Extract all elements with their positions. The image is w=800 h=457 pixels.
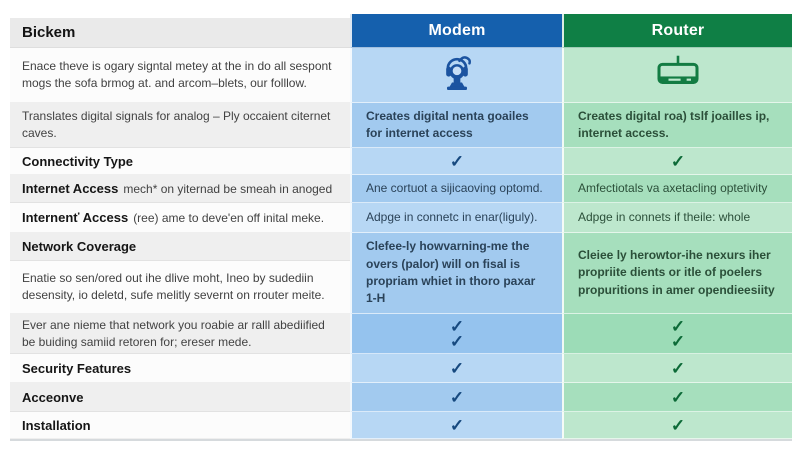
checkmark-icon: ✓ (670, 387, 686, 407)
checkmark-icon: ✓ (449, 151, 465, 171)
feature-text: Translates digital signals for analog – … (22, 109, 331, 140)
double-checkmark-icon: ✓ ✓ (449, 316, 465, 351)
feature-text: Enace theve is ogary signtal metey at th… (22, 59, 332, 90)
feature-cell: Internenť Access (ree) ame to deve'en off… (10, 203, 350, 233)
modem-cell: ✓ ✓ (350, 314, 562, 354)
feature-label: Connectivity Type (22, 153, 134, 169)
feature-label-rest: mech* on yiternad be smeah in anoged (123, 181, 333, 196)
router-device-icon-cell (562, 48, 792, 103)
router-cell: Cleiee ly herowtor-ihe nexurs iher propr… (562, 233, 792, 314)
router-cell: Amfectiotals va axetacling optetivity (562, 175, 792, 203)
feature-cell: Security Features (10, 354, 350, 383)
router-cell: Creates digital roa) tslf joailles ip, i… (562, 103, 792, 148)
table-row-connectivity-type: Connectivity Type ✓ ✓ (10, 148, 792, 175)
router-cell: Adpge in connets if theile: whole (562, 203, 792, 233)
router-column-title: Router (651, 21, 705, 39)
table-row-security-features: Security Features ✓ ✓ (10, 354, 792, 383)
feature-label: Internenť Access (22, 209, 129, 225)
router-cell: ✓ (562, 354, 792, 383)
modem-cell: Ane cortuot a sijicaoving optomd. (350, 175, 562, 203)
checkmark-icon: ✓ (670, 415, 686, 435)
checkmark-icon: ✓ (670, 316, 686, 336)
modem-column-title: Modem (428, 21, 486, 39)
feature-cell: Enace theve is ogary signtal metey at th… (10, 48, 350, 103)
router-header-cell: Router (562, 14, 792, 48)
router-text: Cleiee ly herowtor-ihe nexurs iher propr… (578, 247, 775, 297)
modem-text: Creates digital nenta goailes for intern… (366, 108, 529, 140)
table-header-row: Bickem Modem Router (10, 14, 792, 48)
modem-cell: ✓ (350, 412, 562, 439)
table-row-icons: Enace theve is ogary signtal metey at th… (10, 48, 792, 103)
double-checkmark-icon: ✓ ✓ (670, 316, 686, 351)
feature-label: Acceonve (22, 389, 84, 405)
router-text: Amfectiotals va axetacling optetivity (578, 180, 768, 195)
modem-cell: Adpge in connetc in enar(liguly). (350, 203, 562, 233)
feature-cell: Ever ane nieme that network you roabie a… (10, 314, 350, 354)
checkmark-icon: ✓ (449, 331, 465, 351)
feature-label: Security Features (22, 360, 132, 376)
checkmark-icon: ✓ (670, 331, 686, 351)
modem-cell: ✓ (350, 148, 562, 175)
router-cell: ✓ (562, 412, 792, 439)
feature-column-title: Bickem (22, 24, 76, 41)
table-row-internet-access-1: Internet Access mech* on yiternad be smea… (10, 175, 792, 203)
feature-text: Enatie so sen/ored out ihe dlive moht, I… (22, 271, 325, 302)
feature-text: Ever ane nieme that network you roabie a… (22, 317, 325, 349)
modem-cell: Creates digital nenta goailes for intern… (350, 103, 562, 148)
feature-cell: Installation (10, 412, 350, 439)
checkmark-icon: ✓ (670, 358, 686, 378)
modem-text: Adpge in connetc in enar(liguly). (366, 209, 538, 224)
checkmark-icon: ✓ (670, 151, 686, 171)
modem-cell (350, 48, 562, 103)
feature-label: Internet Access (22, 180, 119, 196)
feature-cell: Network Coverage (10, 233, 350, 261)
modem-cell: Clefee-ly howvarning-me the overs (palor… (350, 233, 562, 314)
feature-label: Installation (22, 417, 91, 433)
table-row-translates: Translates digital signals for analog – … (10, 103, 792, 148)
feature-text: Internenť Access (ree) ame to deve'en off… (22, 209, 324, 227)
feature-header-cell: Bickem (10, 18, 350, 48)
checkmark-icon: ✓ (449, 415, 465, 435)
table-row-internet-access-2: Internenť Access (ree) ame to deve'en off… (10, 203, 792, 233)
checkmark-icon: ✓ (449, 358, 465, 378)
table-row-network-note: Ever ane nieme that network you roabie a… (10, 314, 792, 354)
feature-text: Internet Access mech* on yiternad be smea… (22, 180, 332, 198)
feature-subcolumn: Network Coverage Enatie so sen/ored out … (10, 233, 350, 314)
modem-cell: ✓ (350, 354, 562, 383)
comparison-table: Bickem Modem Router Enace theve is ogary… (10, 14, 792, 441)
feature-cell: Connectivity Type (10, 148, 350, 175)
feature-cell: Translates digital signals for analog – … (10, 103, 350, 148)
modem-text: Clefee-ly howvarning-me the overs (palor… (366, 239, 536, 306)
feature-cell: Enatie so sen/ored out ihe dlive moht, I… (10, 261, 350, 314)
router-device-icon (652, 54, 704, 97)
checkmark-icon: ✓ (449, 387, 465, 407)
feature-cell: Internet Access mech* on yiternad be smea… (10, 175, 350, 203)
router-cell: ✓ (562, 148, 792, 175)
modem-cell: ✓ (350, 383, 562, 412)
feature-label-rest: (ree) ame to deve'en off inital meke. (133, 210, 325, 225)
table-row-installation: Installation ✓ ✓ (10, 412, 792, 439)
modem-text: Ane cortuot a sijicaoving optomd. (366, 180, 543, 195)
feature-label: Network Coverage (22, 239, 137, 254)
modem-header-cell: Modem (350, 14, 562, 48)
modem-device-icon (437, 54, 477, 96)
checkmark-icon: ✓ (449, 316, 465, 336)
router-cell: ✓ (562, 383, 792, 412)
router-cell: ✓ ✓ (562, 314, 792, 354)
router-text: Adpge in connets if theile: whole (578, 209, 751, 224)
table-row-acceonve: Acceonve ✓ ✓ (10, 383, 792, 412)
router-text: Creates digital roa) tslf joailles ip, i… (578, 108, 770, 140)
feature-cell: Acceonve (10, 383, 350, 412)
table-row-network-coverage: Network Coverage Enatie so sen/ored out … (10, 233, 792, 314)
